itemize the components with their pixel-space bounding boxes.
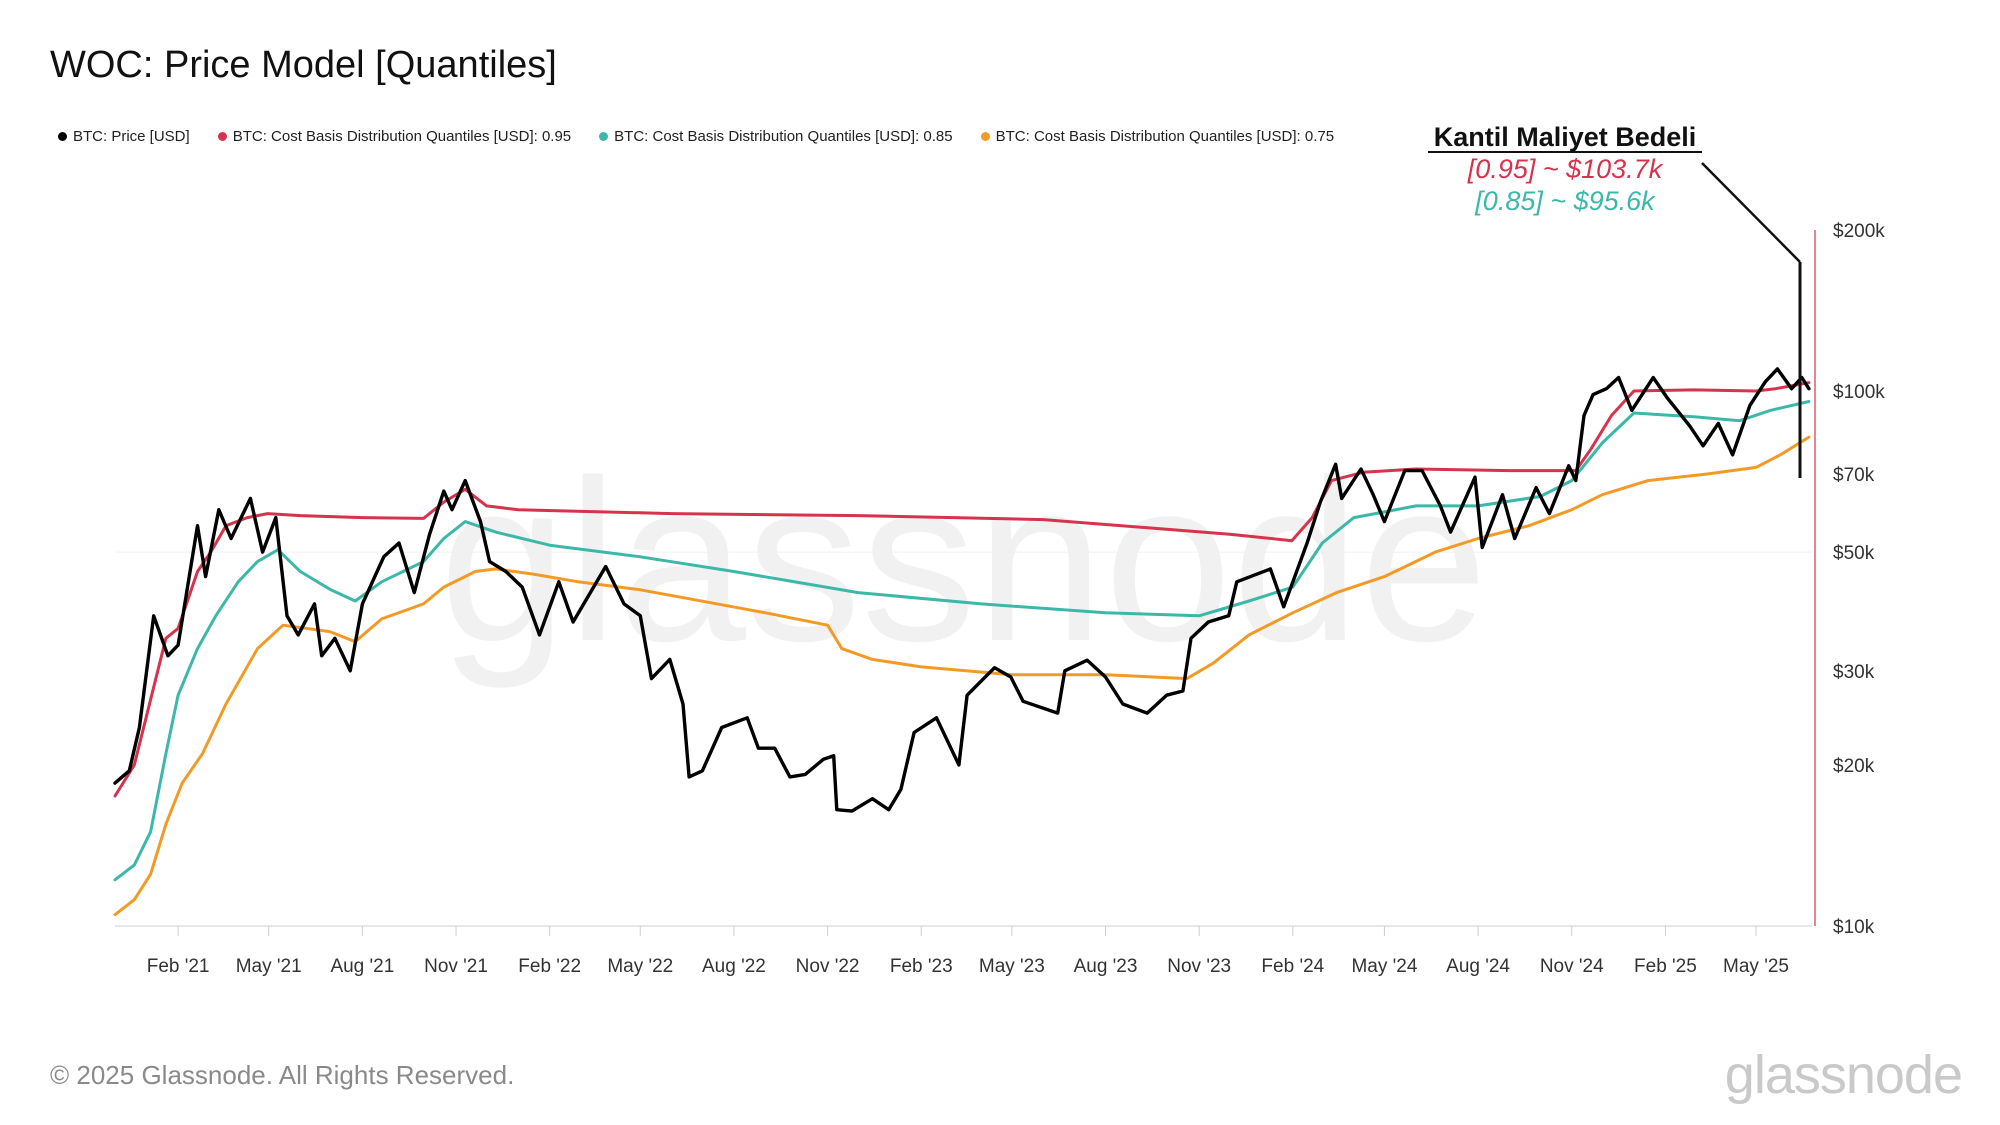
legend-label: BTC: Cost Basis Distribution Quantiles [… bbox=[995, 128, 1335, 145]
y-tick-label: $10k bbox=[1833, 917, 1875, 938]
legend-item-q95[interactable]: BTC: Cost Basis Distribution Quantiles [… bbox=[217, 128, 572, 145]
x-tick-label: May '23 bbox=[979, 956, 1045, 977]
y-tick-label: $20k bbox=[1833, 756, 1875, 777]
x-tick-label: Nov '22 bbox=[796, 956, 860, 977]
x-tick-label: Feb '21 bbox=[147, 956, 210, 977]
x-tick-label: Nov '21 bbox=[424, 956, 488, 977]
chart-title: WOC: Price Model [Quantiles] bbox=[50, 44, 557, 86]
y-tick-label: $30k bbox=[1833, 662, 1875, 683]
legend-dot-icon bbox=[599, 132, 609, 141]
x-tick-label: Feb '23 bbox=[890, 956, 953, 977]
series-line-q95[interactable] bbox=[113, 381, 1811, 798]
watermark: glassnode bbox=[439, 432, 1488, 689]
x-tick-label: Aug '23 bbox=[1074, 956, 1138, 977]
watermark-text: glassnode bbox=[439, 432, 1488, 689]
annotation-pointer bbox=[1701, 162, 1801, 263]
annotation: Kantil Maliyet Bedeli [0.95] ~ $103.7k [… bbox=[1428, 122, 1802, 478]
x-tick-label: May '24 bbox=[1351, 956, 1417, 977]
y-tick-label: $50k bbox=[1833, 543, 1875, 564]
x-tick-label: May '25 bbox=[1723, 956, 1789, 977]
x-tick-label: Feb '22 bbox=[518, 956, 581, 977]
series-layer bbox=[113, 367, 1811, 917]
glassnode-logo: glassnode bbox=[1724, 1045, 1963, 1105]
legend-item-q85[interactable]: BTC: Cost Basis Distribution Quantiles [… bbox=[599, 128, 953, 145]
x-tick-label: Nov '24 bbox=[1540, 956, 1604, 977]
legend-label: BTC: Cost Basis Distribution Quantiles [… bbox=[232, 128, 572, 145]
y-tick-label: $100k bbox=[1833, 382, 1885, 403]
x-tick-label: Feb '24 bbox=[1261, 956, 1324, 977]
legend-label: BTC: Price [USD] bbox=[73, 128, 190, 145]
series-line-price[interactable] bbox=[113, 367, 1811, 813]
axes: Feb '21 May '21 Aug '21 Nov '21 Feb '22 May '… bbox=[115, 221, 1885, 977]
annotation-line-q85: [0.85] ~ $95.6k bbox=[1474, 186, 1656, 216]
legend-dot-icon bbox=[217, 132, 227, 141]
legend-item-q75[interactable]: BTC: Cost Basis Distribution Quantiles [… bbox=[980, 128, 1335, 145]
y-tick-label: $70k bbox=[1833, 465, 1875, 486]
x-tick-label: Feb '25 bbox=[1634, 956, 1697, 977]
x-tick-label: Aug '24 bbox=[1446, 956, 1510, 977]
annotation-line-q95: [0.95] ~ $103.7k bbox=[1467, 154, 1664, 184]
x-tick-label: Aug '21 bbox=[330, 956, 394, 977]
legend-dot-icon bbox=[58, 132, 67, 141]
x-tick-label: May '21 bbox=[236, 956, 302, 977]
x-tick-label: Nov '23 bbox=[1167, 956, 1231, 977]
x-tick-label: Aug '22 bbox=[702, 956, 766, 977]
legend: BTC: Price [USD] BTC: Cost Basis Distrib… bbox=[58, 128, 1334, 145]
legend-item-price[interactable]: BTC: Price [USD] bbox=[58, 128, 190, 145]
y-tick-label: $200k bbox=[1833, 221, 1885, 242]
series-line-q75[interactable] bbox=[113, 435, 1811, 917]
legend-label: BTC: Cost Basis Distribution Quantiles [… bbox=[614, 128, 953, 145]
annotation-heading: Kantil Maliyet Bedeli bbox=[1434, 122, 1697, 152]
x-tick-label: May '22 bbox=[607, 956, 673, 977]
copyright-footer: © 2025 Glassnode. All Rights Reserved. bbox=[50, 1060, 515, 1090]
legend-dot-icon bbox=[980, 132, 990, 141]
